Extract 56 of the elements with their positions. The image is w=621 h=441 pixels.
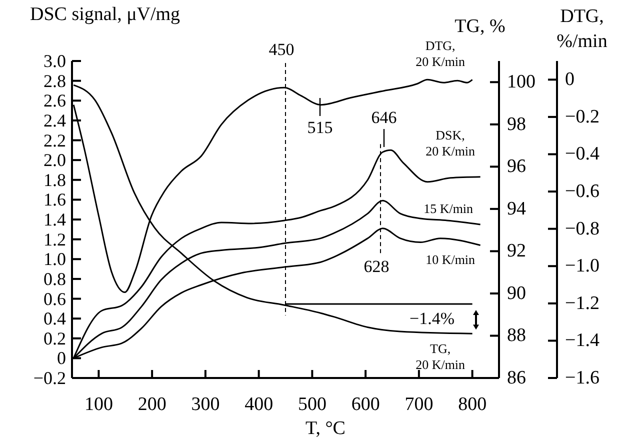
y3-tick-label: −1.4	[565, 330, 600, 352]
y-tick-label: 1.6	[44, 190, 66, 210]
y2-tick-label: 86	[507, 368, 526, 388]
y2-tick-label: 88	[507, 325, 526, 346]
y-axis-title: DSC signal, μV/mg	[30, 4, 181, 25]
y3-tick-label: −0.4	[565, 144, 600, 165]
y-tick-label: 0	[57, 348, 66, 368]
x-tick-label: 800	[458, 394, 487, 415]
y2-tick-label: 90	[507, 282, 526, 304]
annotation: −1.4%	[410, 308, 454, 328]
y3-tick-label: −0.6	[565, 181, 600, 202]
annotation: 515	[307, 118, 333, 137]
ref-line-label: 628	[364, 256, 390, 276]
y-tick-label: 0.2	[44, 328, 66, 348]
y3-tick-label: −0.2	[565, 106, 600, 128]
x-tick-label: 500	[298, 394, 326, 415]
legend-label: 10 K/min	[426, 252, 476, 267]
y3-tick-label: −1.6	[565, 368, 600, 388]
x-tick-label: 400	[244, 394, 274, 415]
y-tick-label: 2.0	[44, 150, 66, 170]
annotation: 646	[371, 108, 397, 127]
x-tick-label: 200	[138, 394, 166, 415]
y2-axis-title: TG, %	[454, 16, 506, 37]
series-label: DSK, 20 K/min	[426, 127, 476, 158]
y-tick-label: 3.0	[44, 51, 66, 71]
y3-tick-label: −1.2	[565, 292, 600, 314]
y-tick-label: 1.8	[44, 170, 66, 190]
y2-tick-label: 92	[507, 240, 526, 262]
y-tick-label: 1.2	[44, 229, 66, 250]
x-tick-label: 600	[351, 394, 380, 415]
ref-line-label: 450	[268, 40, 294, 59]
y-tick-label: 2.6	[44, 90, 66, 111]
y-tick-label: 0.8	[44, 268, 66, 289]
y-tick-label: 0.4	[44, 308, 66, 329]
y2-tick-label: 98	[507, 114, 526, 135]
x-tick-label: 300	[191, 394, 220, 415]
legend-label: 15 K/min	[424, 201, 474, 216]
y-tick-label: 1.4	[44, 210, 66, 230]
y2-tick-label: 100	[507, 72, 536, 93]
y-tick-label: −0.2	[33, 368, 66, 388]
series-label: TG, 20 K/min	[416, 341, 466, 372]
y-tick-label: 2.4	[44, 110, 66, 130]
y-tick-label: 2.8	[44, 70, 66, 91]
y-tick-label: 1.0	[44, 249, 66, 270]
y3-tick-label: 0	[565, 69, 574, 90]
x-tick-label: 100	[84, 394, 113, 415]
y3-tick-label: −0.8	[565, 218, 600, 240]
y3-axis-title: DTG, %/min	[556, 6, 608, 52]
x-tick-label: 700	[404, 394, 434, 415]
y-tick-label: 0.6	[44, 288, 66, 309]
y2-tick-label: 96	[507, 156, 526, 178]
series-label: DTG, 20 K/min	[416, 38, 466, 70]
y-tick-label: 2.2	[44, 130, 66, 150]
x-axis-title: T, °C	[306, 418, 346, 439]
y3-tick-label: −1.0	[565, 256, 600, 277]
y2-tick-label: 94	[507, 198, 526, 220]
